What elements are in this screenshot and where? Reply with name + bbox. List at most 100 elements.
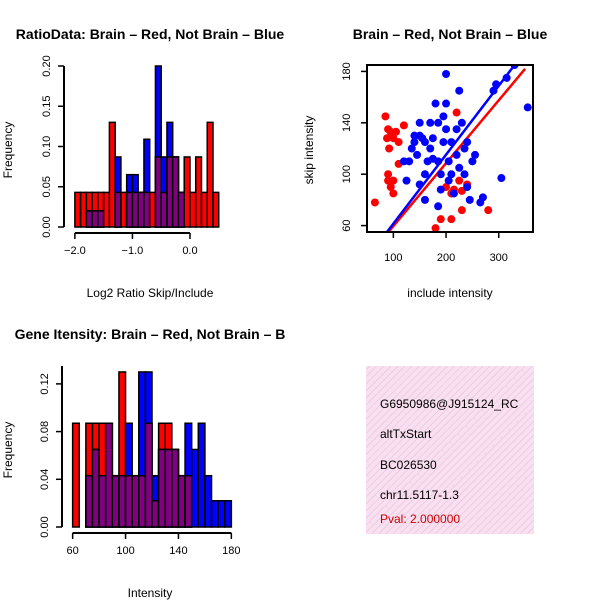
y-tick-label: 100 — [341, 165, 353, 183]
intensity-histogram-axes: 0.00 0.04 0.08 0.12 60 100 140 180 — [39, 366, 241, 557]
info-locus: chr11.5117-1.3 — [380, 488, 459, 502]
info-probe-id: G6950986@J915124_RC — [380, 397, 519, 411]
scatter-point-not-brain — [415, 180, 424, 189]
scatter-point-not-brain — [471, 150, 480, 159]
scatter-point-not-brain — [460, 170, 469, 179]
info-panel: G6950986@J915124_RC altTxStart BC026530 … — [366, 366, 534, 534]
scatter-point-not-brain — [436, 185, 445, 194]
scatter-point-brain — [436, 215, 445, 224]
y-tick-label: 60 — [341, 219, 353, 231]
info-event-type: altTxStart — [380, 427, 432, 441]
y-tick-label: 0.05 — [41, 176, 53, 197]
scatter-point-not-brain — [434, 118, 443, 127]
scatter-point-brain — [384, 170, 393, 179]
histogram-bar-overlap — [91, 210, 99, 228]
scatter-point-not-brain — [442, 99, 451, 108]
scatter-point-not-brain — [442, 125, 451, 134]
scatter-point-brain — [484, 206, 493, 215]
intensity-histogram-bars — [71, 371, 233, 528]
x-tick-label: −1.0 — [122, 245, 144, 257]
histogram-bar-brain — [200, 191, 208, 228]
histogram-bar-not-brain — [204, 474, 213, 528]
scatter-point-not-brain — [434, 157, 443, 166]
histogram-bar-overlap — [177, 474, 186, 528]
scatter-point-not-brain — [407, 144, 416, 153]
histogram-bar-overlap — [85, 210, 93, 228]
intensity-histogram-xlabel: Intensity — [128, 586, 173, 600]
scatter-point-brain — [389, 189, 398, 198]
x-tick-label: 140 — [169, 545, 187, 557]
y-tick-label: 0.20 — [41, 55, 53, 76]
histogram-bar-overlap — [160, 191, 168, 228]
ratio-histogram-title: RatioData: Brain – Red, Not Brain – Blue — [16, 26, 285, 42]
scatter-point-not-brain — [502, 73, 511, 82]
intensity-histogram-panel: Gene Itensity: Brain – Red, Not Brain – … — [1, 326, 285, 600]
scatter-xlabel: include intensity — [407, 286, 492, 300]
histogram-bar-overlap — [154, 156, 162, 228]
x-tick-label: 100 — [384, 252, 402, 264]
histogram-bar-brain — [102, 191, 111, 228]
y-tick-label: 0.15 — [41, 96, 53, 117]
histogram-bar-overlap — [111, 474, 120, 528]
intensity-scatter-panel: Brain – Red, Not Brain – Blue include in… — [302, 26, 547, 300]
scatter-point-not-brain — [523, 103, 532, 112]
scatter-point-not-brain — [420, 138, 429, 147]
scatter-point-not-brain — [426, 118, 435, 127]
histogram-bar-overlap — [177, 191, 185, 228]
histogram-bar-overlap — [164, 448, 173, 528]
x-tick-label: 300 — [490, 252, 508, 264]
histogram-bar-brain — [74, 191, 82, 228]
x-tick-label: 60 — [67, 545, 79, 557]
histogram-bar-overlap — [184, 474, 193, 528]
scatter-point-not-brain — [492, 80, 501, 89]
histogram-bar-brain — [183, 156, 191, 228]
histogram-bar-brain — [148, 191, 157, 228]
histogram-bar-brain — [206, 121, 214, 228]
histogram-bar-not-brain — [210, 500, 219, 528]
scatter-point-not-brain — [447, 138, 456, 147]
scatter-point-not-brain — [489, 86, 498, 95]
scatter-point-not-brain — [455, 86, 464, 95]
info-accession: BC026530 — [380, 458, 437, 472]
histogram-bar-overlap — [138, 474, 147, 528]
scatter-point-brain — [391, 127, 400, 136]
x-tick-label: 180 — [222, 545, 240, 557]
regression-line-not-brain — [385, 65, 516, 232]
scatter-point-not-brain — [439, 112, 448, 121]
histogram-bar-overlap — [171, 448, 180, 528]
scatter-point-brain — [399, 121, 408, 130]
histogram-bar-overlap — [131, 191, 139, 228]
scatter-point-not-brain — [452, 125, 461, 134]
y-tick-label: 0.12 — [39, 373, 51, 394]
scatter-point-not-brain — [444, 157, 453, 166]
scatter-point-brain — [394, 138, 403, 147]
histogram-bar-overlap — [114, 191, 122, 228]
histogram-bar-overlap — [157, 448, 166, 528]
histogram-bar-not-brain — [190, 448, 200, 528]
histogram-bar-brain — [108, 121, 116, 228]
y-tick-label: 180 — [341, 62, 353, 80]
scatter-axes: 100 200 300 60 100 140 180 — [341, 62, 508, 264]
scatter-point-not-brain — [497, 174, 506, 183]
ratio-histogram-bars — [74, 65, 220, 228]
histogram-bar-brain — [194, 156, 203, 228]
histogram-bar-not-brain — [197, 422, 206, 528]
histogram-bar-overlap — [98, 474, 107, 528]
scatter-point-not-brain — [463, 183, 472, 192]
scatter-point-brain — [385, 144, 394, 153]
ratio-histogram-panel: RatioData: Brain – Red, Not Brain – Blue… — [1, 26, 284, 300]
info-panel-hatch — [366, 366, 534, 534]
y-tick-label: 0.08 — [39, 421, 51, 442]
scatter-point-not-brain — [426, 144, 435, 153]
scatter-point-not-brain — [457, 118, 466, 127]
scatter-point-brain — [457, 206, 466, 215]
histogram-bar-brain — [79, 191, 88, 228]
scatter-point-brain — [431, 224, 440, 232]
scatter-point-not-brain — [465, 195, 474, 204]
ratio-histogram-ylabel: Frequency — [1, 122, 15, 179]
histogram-bar-overlap — [131, 474, 140, 528]
histogram-bar-overlap — [104, 422, 114, 528]
scatter-point-not-brain — [442, 69, 451, 78]
ratio-histogram-xlabel: Log2 Ratio Skip/Include — [87, 286, 214, 300]
